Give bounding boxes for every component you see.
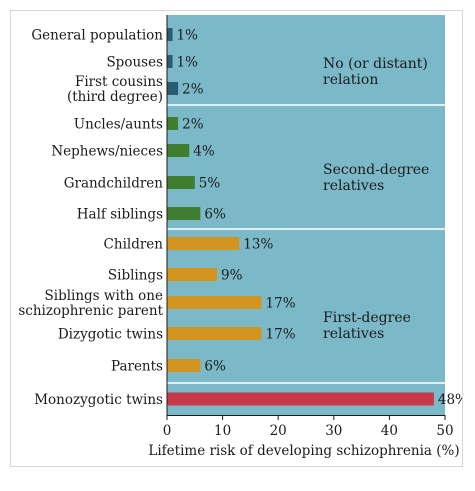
category-label: Grandchildren	[64, 176, 164, 192]
value-label: 6%	[204, 359, 226, 375]
value-label: 2%	[182, 82, 204, 98]
value-label: 1%	[177, 55, 199, 71]
value-label: 4%	[193, 144, 215, 160]
bar	[167, 28, 173, 41]
category-label: Children	[104, 237, 164, 253]
risk-bar-chart: General population Spouses First cousins (t…	[13, 15, 462, 459]
value-label: 13%	[243, 237, 273, 253]
category-label: Dizygotic twins	[58, 327, 163, 343]
category-label: First cousins (third degree)	[67, 74, 163, 105]
category-label: Half siblings	[77, 207, 163, 223]
x-tick-label: 10	[214, 423, 231, 439]
bar	[167, 144, 190, 157]
category-label: Siblings with one schizophrenic parent	[18, 288, 163, 319]
x-tick-label: 20	[270, 423, 287, 439]
category-label: Spouses	[106, 55, 163, 71]
bar	[167, 359, 201, 372]
bar	[167, 55, 173, 68]
category-label: Uncles/aunts	[74, 117, 163, 133]
bar	[167, 327, 262, 340]
x-tick-label: 40	[381, 423, 398, 439]
bar	[167, 268, 218, 281]
category-label: General population	[31, 28, 163, 44]
x-axis-label: Lifetime risk of developing schizophreni…	[148, 443, 459, 459]
bar	[167, 176, 195, 189]
bar	[167, 117, 179, 130]
value-label: 17%	[266, 327, 296, 343]
group-label: Second-degree relatives	[323, 162, 429, 194]
x-tick-label: 0	[163, 423, 172, 439]
value-label: 17%	[266, 296, 296, 312]
category-label: Nephews/nieces	[51, 144, 163, 160]
bar	[167, 207, 201, 220]
value-label: 6%	[204, 207, 226, 223]
category-label: Monozygotic twins	[34, 392, 163, 408]
value-label: 2%	[182, 117, 204, 133]
category-label: Siblings	[108, 268, 163, 284]
category-label: Parents	[111, 359, 163, 375]
x-tick-label: 50	[436, 423, 453, 439]
bar	[167, 237, 240, 250]
value-label: 9%	[221, 268, 243, 284]
plot-panel	[167, 15, 445, 415]
bar	[167, 392, 434, 406]
figure-frame: General population Spouses First cousins (t…	[10, 10, 463, 467]
value-label: 1%	[177, 28, 199, 44]
x-tick-label: 30	[325, 423, 342, 439]
bar	[167, 296, 262, 309]
value-label: 48%	[438, 392, 462, 408]
group-label: First-degree relatives	[323, 310, 411, 342]
group-label: No (or distant) relation	[323, 56, 428, 88]
bar	[167, 82, 179, 95]
value-label: 5%	[199, 176, 221, 192]
